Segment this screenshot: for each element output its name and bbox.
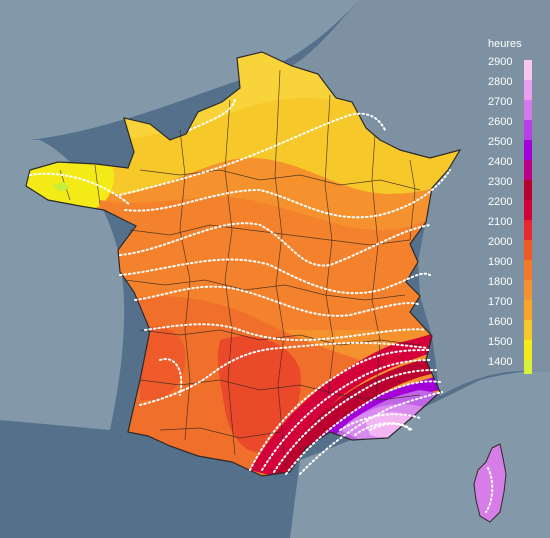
legend-swatch bbox=[524, 180, 532, 200]
legend-tick-1800: 1800 bbox=[488, 276, 513, 288]
legend-tick-2100: 2100 bbox=[488, 216, 513, 228]
sea-light-north bbox=[0, 0, 360, 140]
legend-tick-1700: 1700 bbox=[488, 296, 513, 308]
legend-swatch bbox=[524, 220, 532, 240]
legend-tick-1400: 1400 bbox=[488, 356, 513, 368]
legend-tick-2300: 2300 bbox=[488, 176, 513, 188]
legend-swatch bbox=[524, 300, 532, 320]
legend-swatch bbox=[524, 160, 532, 180]
isolines bbox=[29, 99, 451, 475]
corsica-isoline bbox=[485, 467, 494, 513]
department-borders bbox=[59, 69, 421, 466]
legend-swatch bbox=[524, 80, 532, 100]
brittany-spot bbox=[52, 182, 70, 192]
legend-swatch bbox=[524, 280, 532, 300]
legend-tick-2400: 2400 bbox=[488, 156, 513, 168]
legend-tick-2200: 2200 bbox=[488, 196, 513, 208]
legend-swatch bbox=[524, 260, 532, 280]
legend-tick-2600: 2600 bbox=[488, 116, 513, 128]
sea-light-west bbox=[0, 140, 125, 430]
legend-swatch bbox=[524, 360, 532, 374]
neighbour-land bbox=[292, 0, 550, 396]
legend-tick-1600: 1600 bbox=[488, 316, 513, 328]
legend-swatch bbox=[524, 200, 532, 220]
legend-swatch bbox=[524, 340, 532, 360]
legend-title: heures bbox=[488, 38, 522, 50]
legend-tick-1900: 1900 bbox=[488, 256, 513, 268]
legend-tick-1500: 1500 bbox=[488, 336, 513, 348]
legend-swatch bbox=[524, 60, 532, 80]
legend-swatch bbox=[524, 140, 532, 160]
legend-swatch bbox=[524, 240, 532, 260]
corsica-island bbox=[473, 443, 507, 523]
legend-tick-2500: 2500 bbox=[488, 136, 513, 148]
legend-tick-2700: 2700 bbox=[488, 96, 513, 108]
legend-tick-2800: 2800 bbox=[488, 76, 513, 88]
legend-swatch bbox=[524, 320, 532, 340]
legend-swatch bbox=[524, 100, 532, 120]
france-outline bbox=[25, 51, 462, 477]
legend-tick-2900: 2900 bbox=[488, 56, 513, 68]
legend-swatch bbox=[524, 120, 532, 140]
legend-tick-2000: 2000 bbox=[488, 236, 513, 248]
